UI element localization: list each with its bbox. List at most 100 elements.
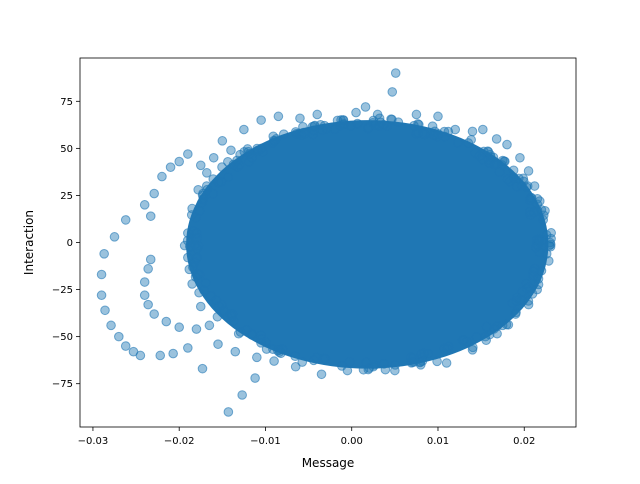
scatter-point bbox=[226, 145, 236, 156]
dense-edge-point bbox=[225, 309, 236, 320]
dense-edge-point bbox=[439, 343, 450, 354]
scatter-point bbox=[360, 102, 371, 112]
dense-edge-point bbox=[517, 286, 528, 297]
dense-edge-point bbox=[235, 149, 245, 160]
dense-edge-point bbox=[330, 124, 340, 135]
x-axis-ticks: −0.03 −0.02 −0.01 0.00 0.01 0.02 bbox=[78, 427, 535, 447]
scatter-point bbox=[497, 320, 508, 331]
dense-edge-point bbox=[481, 335, 491, 346]
scatter-point bbox=[480, 331, 491, 342]
dense-edge-point bbox=[528, 270, 539, 281]
scatter-point bbox=[252, 352, 262, 363]
scatter-point bbox=[135, 350, 146, 361]
scatter-point bbox=[191, 324, 202, 334]
dense-edge-point bbox=[189, 239, 200, 250]
dense-edge-point bbox=[217, 299, 227, 310]
dense-edge-point bbox=[516, 180, 527, 191]
scatter-point bbox=[197, 363, 208, 374]
dense-edge-point bbox=[261, 337, 271, 348]
dense-edge-point bbox=[515, 294, 525, 305]
dense-edge-point bbox=[310, 120, 320, 131]
dense-edge-point bbox=[272, 345, 283, 356]
y-tick-label: 50 bbox=[60, 144, 73, 155]
dense-edge-point bbox=[380, 364, 391, 375]
dense-edge-point bbox=[502, 174, 513, 185]
dense-edge-point bbox=[244, 156, 254, 167]
scatter-point bbox=[187, 279, 197, 289]
scatter-point bbox=[450, 124, 461, 135]
dense-edge-point bbox=[452, 137, 463, 148]
scatter-point bbox=[120, 215, 131, 225]
dense-edge-point bbox=[358, 364, 369, 375]
scatter-point bbox=[411, 109, 422, 120]
scatter-point bbox=[139, 290, 150, 301]
dense-edge-point bbox=[533, 274, 544, 284]
dense-edge-point bbox=[189, 257, 200, 268]
dense-edge-point bbox=[488, 152, 499, 163]
dense-edge-point bbox=[432, 356, 442, 367]
y-tick-label: 75 bbox=[60, 97, 73, 108]
dense-edge-point bbox=[188, 226, 199, 236]
dense-edge-point bbox=[345, 120, 356, 131]
y-axis-ticks: −75 −50 −25 0 25 50 75 bbox=[52, 97, 80, 390]
scatter-point bbox=[183, 343, 193, 353]
dense-edge-point bbox=[386, 114, 396, 124]
dense-edge-point bbox=[253, 145, 263, 156]
scatter-point bbox=[273, 111, 284, 122]
dense-edge-point bbox=[318, 353, 329, 364]
scatter-point bbox=[143, 299, 153, 310]
dense-edge-point bbox=[418, 128, 428, 139]
scatter-point bbox=[545, 237, 555, 248]
y-axis-label: Interaction bbox=[22, 210, 36, 275]
scatter-point bbox=[99, 248, 109, 259]
dense-edge-point bbox=[208, 188, 218, 199]
scatter-point bbox=[415, 360, 426, 370]
scatter-point bbox=[295, 113, 305, 124]
scatter-point bbox=[149, 188, 159, 199]
scatter-point bbox=[106, 320, 116, 331]
scatter-point bbox=[532, 284, 542, 295]
dense-edge-point bbox=[546, 228, 556, 238]
dense-edge-point bbox=[193, 269, 203, 280]
scatter-point bbox=[145, 254, 156, 265]
dense-edge-point bbox=[199, 285, 209, 296]
scatter-point bbox=[467, 126, 478, 137]
scatter-point bbox=[390, 365, 400, 376]
scatter-point bbox=[183, 228, 193, 238]
y-tick-label: 25 bbox=[60, 191, 73, 202]
scatter-point bbox=[100, 305, 110, 316]
scatter-point bbox=[145, 211, 156, 221]
dense-edge-point bbox=[200, 278, 211, 288]
dense-edge-point bbox=[256, 334, 267, 344]
scatter-point bbox=[120, 341, 131, 351]
dense-edge-point bbox=[481, 321, 492, 332]
scatter-point bbox=[161, 316, 172, 327]
dense-edge-point bbox=[508, 165, 519, 176]
dense-edge-point bbox=[194, 287, 204, 298]
scatter-point bbox=[541, 248, 552, 259]
scatter-point bbox=[96, 290, 107, 301]
scatter-point bbox=[139, 200, 150, 210]
scatter-point bbox=[213, 339, 223, 349]
scatter-point bbox=[183, 252, 193, 263]
scatter-point bbox=[538, 215, 549, 225]
scatter-point bbox=[174, 156, 184, 167]
dense-edge-point bbox=[540, 205, 550, 216]
scatter-point bbox=[510, 309, 521, 319]
dense-edge-point bbox=[414, 119, 424, 130]
x-axis-label: Message bbox=[302, 456, 355, 470]
dense-edge-point bbox=[201, 181, 212, 191]
scatter-point bbox=[155, 350, 166, 361]
dense-edge-point bbox=[457, 335, 468, 346]
dense-edge-point bbox=[363, 122, 374, 133]
dense-edge-point bbox=[543, 256, 554, 266]
scatter-point bbox=[168, 348, 178, 359]
scatter-point bbox=[149, 309, 159, 319]
scatter-point bbox=[529, 181, 540, 191]
scatter-point bbox=[515, 152, 525, 163]
scatter-point bbox=[96, 269, 107, 280]
dense-edge-point bbox=[521, 278, 532, 289]
scatter-point bbox=[208, 152, 219, 163]
